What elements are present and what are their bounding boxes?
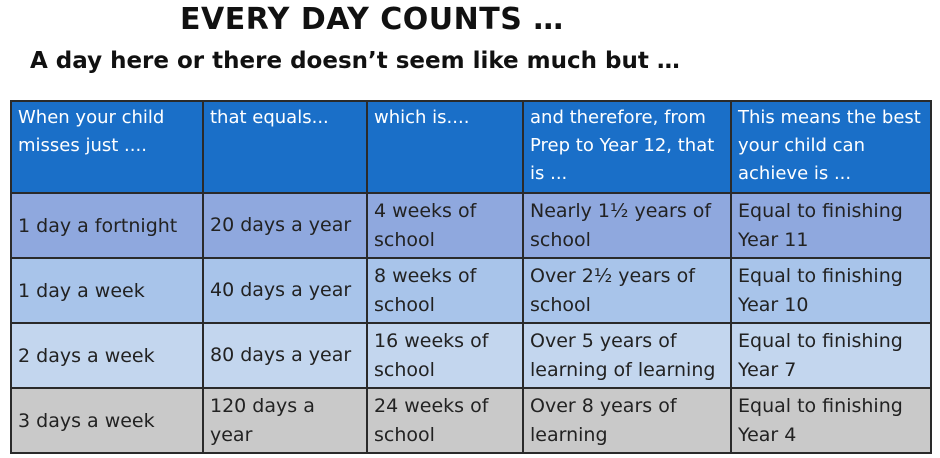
column-header: When your child misses just ....	[10, 100, 204, 194]
table-row: 3 days a week 120 days a year 24 weeks of …	[10, 387, 932, 454]
table-row: 1 day a fortnight 20 days a year 4 weeks o…	[10, 192, 932, 259]
column-header: that equals...	[202, 100, 368, 194]
table-cell: 8 weeks of school	[366, 257, 524, 324]
table-cell: Over 2½ years of school	[522, 257, 732, 324]
table-cell: 40 days a year	[202, 257, 368, 324]
table-cell: 3 days a week	[10, 387, 204, 454]
table-cell: 1 day a fortnight	[10, 192, 204, 259]
table: When your child misses just .... that equ…	[10, 100, 932, 454]
table-cell: Equal to finishing Year 10	[730, 257, 932, 324]
table-cell: 24 weeks of school	[366, 387, 524, 454]
table-cell: 20 days a year	[202, 192, 368, 259]
table-cell: Equal to finishing Year 4	[730, 387, 932, 454]
column-header: and therefore, from Prep to Year 12, tha…	[522, 100, 732, 194]
table-cell: Equal to finishing Year 11	[730, 192, 932, 259]
column-header: which is....	[366, 100, 524, 194]
header-row: When your child misses just .... that equ…	[10, 100, 932, 194]
table-cell: 4 weeks of school	[366, 192, 524, 259]
table-row: 2 days a week 80 days a year 16 weeks of s…	[10, 322, 932, 389]
column-header: This means the best your child can achie…	[730, 100, 932, 194]
title: EVERY DAY COUNTS …	[180, 2, 564, 37]
table-row: 1 day a week 40 days a year 8 weeks of sch…	[10, 257, 932, 324]
table-cell: 80 days a year	[202, 322, 368, 389]
table-cell: Equal to finishing Year 7	[730, 322, 932, 389]
table-cell: Over 5 years of learning of learning	[522, 322, 732, 389]
table-cell: Nearly 1½ years of school	[522, 192, 732, 259]
table-cell: 1 day a week	[10, 257, 204, 324]
table-cell: 2 days a week	[10, 322, 204, 389]
table-cell: 16 weeks of school	[366, 322, 524, 389]
table-cell: 120 days a year	[202, 387, 368, 454]
table-cell: Over 8 years of learning	[522, 387, 732, 454]
subtitle: A day here or there doesn’t seem like mu…	[30, 48, 680, 74]
